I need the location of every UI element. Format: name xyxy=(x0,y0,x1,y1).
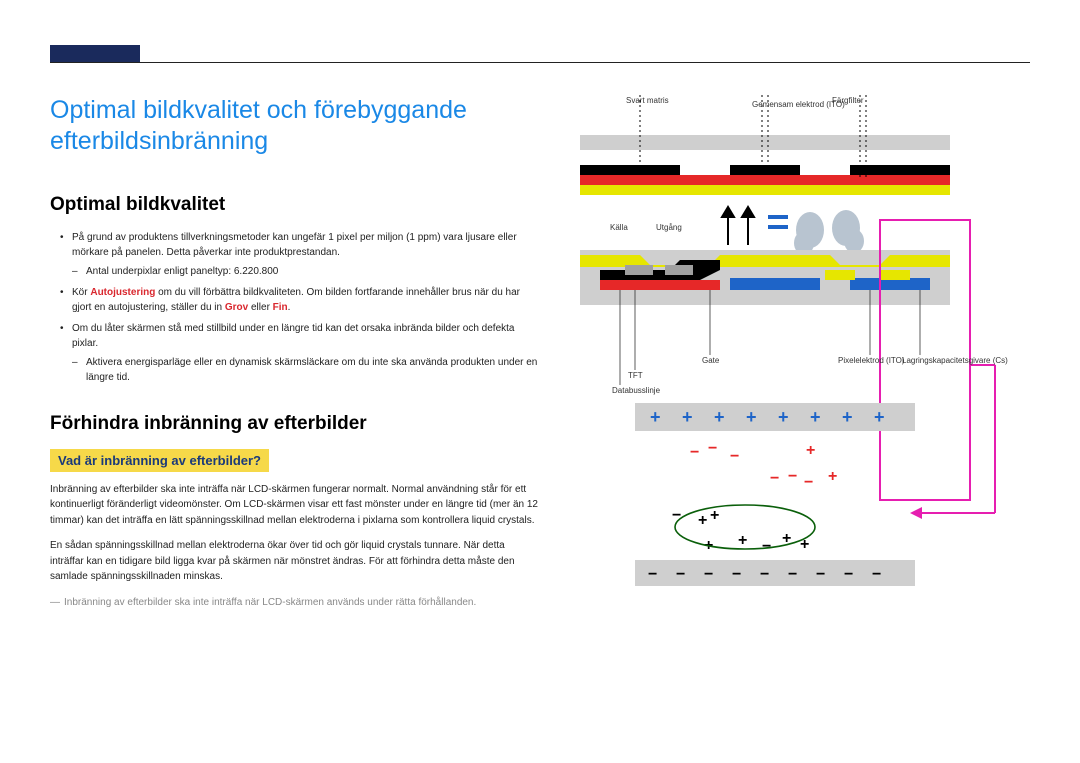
svg-text:−: − xyxy=(708,440,717,457)
list-item: Kör Autojustering om du vill förbättra b… xyxy=(56,285,540,315)
svg-text:+: + xyxy=(710,507,719,524)
section-prevent: Förhindra inbränning av efterbilder Vad … xyxy=(50,413,540,610)
svg-text:+: + xyxy=(806,442,815,459)
bullet-text-pre: Kör xyxy=(72,287,90,298)
accent-word: Fin xyxy=(273,302,288,313)
svg-text:−: − xyxy=(844,566,853,583)
label-pixelelektrod: Pixelelektrod (ITO) xyxy=(838,356,905,365)
svg-text:−: − xyxy=(872,566,881,583)
svg-text:+: + xyxy=(778,407,789,427)
svg-text:−: − xyxy=(648,566,657,583)
svg-text:+: + xyxy=(650,407,661,427)
page-content: Optimal bildkvalitet och förebyggande ef… xyxy=(50,95,1030,610)
bullet-text-end: . xyxy=(288,302,291,313)
svg-text:+: + xyxy=(810,407,821,427)
left-column: Optimal bildkvalitet och förebyggande ef… xyxy=(50,95,540,610)
section1-list: På grund av produktens tillverkningsmeto… xyxy=(50,230,540,385)
section1-title: Optimal bildkvalitet xyxy=(50,194,540,216)
svg-text:+: + xyxy=(842,407,853,427)
label-lagring: Lagringskapacitetsgivare (Cs) xyxy=(902,356,1008,365)
svg-text:−: − xyxy=(676,566,685,583)
list-item: Om du låter skärmen stå med stillbild un… xyxy=(56,321,540,385)
svg-text:+: + xyxy=(874,407,885,427)
svg-text:+: + xyxy=(738,532,747,549)
section-optimal: Optimal bildkvalitet På grund av produkt… xyxy=(50,194,540,385)
paragraph: Inbränning av efterbilder ska inte inträ… xyxy=(50,482,540,529)
right-column: +++ +++ ++ −−− + −−− + − ++ + + xyxy=(570,95,1040,610)
svg-text:−: − xyxy=(762,538,771,555)
svg-text:+: + xyxy=(828,468,837,485)
sub-heading-highlight: Vad är inbränning av efterbilder? xyxy=(50,449,269,472)
svg-text:−: − xyxy=(730,448,739,465)
bullet-text-or: eller xyxy=(248,302,272,313)
svg-text:−: − xyxy=(770,470,779,487)
label-utgang: Utgång xyxy=(656,223,682,232)
diagram-svg: +++ +++ ++ −−− + −−− + − ++ + + xyxy=(570,95,1040,605)
svg-text:+: + xyxy=(746,407,757,427)
lcd-cross-section-diagram: +++ +++ ++ −−− + −−− + − ++ + + xyxy=(570,95,1040,605)
svg-text:−: − xyxy=(788,566,797,583)
bullet-text: På grund av produktens tillverkningsmeto… xyxy=(72,232,517,258)
main-title: Optimal bildkvalitet och förebyggande ef… xyxy=(50,95,540,158)
label-databuss: Databusslinje xyxy=(612,386,661,395)
label-fargfilter: Färgfilter xyxy=(832,96,864,105)
svg-text:−: − xyxy=(760,566,769,583)
svg-text:+: + xyxy=(682,407,693,427)
accent-word: Grov xyxy=(225,302,248,313)
list-item: På grund av produktens tillverkningsmeto… xyxy=(56,230,540,279)
header-divider xyxy=(50,62,1030,63)
paragraph: En sådan spänningsskillnad mellan elektr… xyxy=(50,538,540,585)
svg-text:−: − xyxy=(690,444,699,461)
svg-text:−: − xyxy=(704,566,713,583)
svg-text:+: + xyxy=(714,407,725,427)
svg-text:−: − xyxy=(788,468,797,485)
bullet-text: Om du låter skärmen stå med stillbild un… xyxy=(72,323,514,349)
label-gate: Gate xyxy=(702,356,720,365)
note-text: Inbränning av efterbilder ska inte inträ… xyxy=(50,595,540,610)
sub-item: Antal underpixlar enligt paneltyp: 6.220… xyxy=(72,264,540,279)
label-tft: TFT xyxy=(628,371,643,380)
svg-text:−: − xyxy=(732,566,741,583)
section2-title: Förhindra inbränning av efterbilder xyxy=(50,413,540,435)
accent-word: Autojustering xyxy=(90,287,155,298)
header-accent-bar xyxy=(50,45,140,63)
svg-text:−: − xyxy=(804,474,813,491)
svg-text:−: − xyxy=(816,566,825,583)
svg-text:+: + xyxy=(698,512,707,529)
label-kalla: Källa xyxy=(610,223,628,232)
label-svart-matris: Svart matris xyxy=(626,96,669,105)
sub-item: Aktivera energisparläge eller en dynamis… xyxy=(72,355,540,385)
